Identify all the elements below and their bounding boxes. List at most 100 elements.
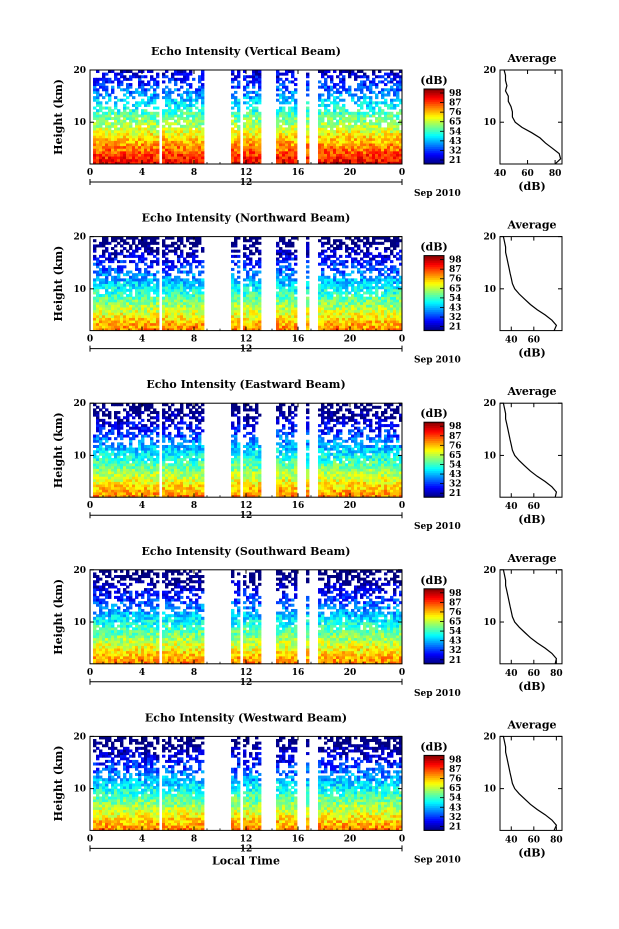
heatmap-cell [99,109,103,113]
heatmap-cell [381,109,385,113]
heatmap-cell [354,314,358,318]
heatmap-cell [294,312,298,316]
heatmap-cell [129,143,133,147]
heatmap-cell [354,307,358,311]
heatmap-cell [357,132,361,136]
heatmap-cell [117,111,121,115]
heatmap-cell [294,119,298,123]
heatmap-cell [339,327,343,331]
heatmap-cell [186,283,190,287]
heatmap-cell [156,119,160,123]
heatmap-cell [387,288,391,292]
heatmap-cell [246,148,250,152]
heatmap-cell [366,137,370,141]
heatmap-cell [195,101,199,105]
heatmap-cell [393,288,397,292]
heatmap-cell [138,153,142,157]
heatmap-cell [135,273,139,277]
heatmap-cell [150,127,154,131]
heatmap-cell [201,72,205,76]
heatmap-cell [102,244,106,248]
heatmap-cell [387,307,391,311]
heatmap-cell [390,137,394,141]
heatmap-cell [396,309,400,313]
heatmap-cell [198,278,202,282]
heatmap-cell [117,260,121,264]
colorbar-segment [424,145,444,148]
heatmap-cell [186,260,190,264]
heatmap-cell [252,75,256,79]
heatmap-cell [93,280,97,284]
heatmap-cell [111,109,115,113]
heatmap-cell [399,307,403,311]
heatmap-cell [390,156,394,160]
heatmap-cell [390,98,394,102]
heatmap-cell [150,327,154,331]
heatmap-cell [276,75,280,79]
heatmap-cell [174,294,178,298]
heatmap-cell [369,296,373,300]
heatmap-cell [105,280,109,284]
heatmap-cell [372,299,376,303]
heatmap-cell [369,260,373,264]
heatmap-cell [372,145,376,149]
heatmap-cell [255,90,259,94]
heatmap-cell [306,158,310,162]
heatmap-cell [336,148,340,152]
heatmap-cell [231,254,235,258]
heatmap-cell [243,127,247,131]
heatmap-cell [141,320,145,324]
heatmap-cell [387,283,391,287]
heatmap-cell [354,241,358,245]
heatmap-cell [111,239,115,243]
heatmap-cell [123,117,127,121]
heatmap-cell [189,150,193,154]
heatmap-cell [129,307,133,311]
heatmap-cell [252,291,256,295]
heatmap-cell [279,304,283,308]
heatmap-cell [294,98,298,102]
heatmap-cell [384,291,388,295]
heatmap-cell [138,267,142,271]
heatmap-cell [333,135,337,139]
heatmap-cell [108,117,112,121]
heatmap-cell [345,294,349,298]
heatmap-cell [357,239,361,243]
colorbar-segment [424,149,444,152]
heatmap-cell [192,286,196,290]
heatmap-cell [354,132,358,136]
heatmap-cell [234,156,238,160]
heatmap-cell [186,150,190,154]
heatmap-cell [396,96,400,100]
heatmap-cell [294,103,298,107]
heatmap-cell [378,132,382,136]
heatmap-cell [336,314,340,318]
heatmap-cell [291,93,295,97]
heatmap-cell [243,158,247,162]
heatmap-cell [348,296,352,300]
heatmap-cell [327,124,331,128]
heatmap-cell [330,88,334,92]
heatmap-cell [123,124,127,128]
heatmap-cell [348,307,352,311]
heatmap-cell [390,270,394,274]
heatmap-cell [252,273,256,277]
heatmap-cell [333,280,337,284]
heatmap-cell [285,145,289,149]
heatmap-cell [279,283,283,287]
heatmap-cell [291,283,295,287]
heatmap-cell [174,288,178,292]
heatmap-cell [390,158,394,162]
heatmap-cell [363,85,367,89]
heatmap-cell [378,101,382,105]
heatmap-cell [258,140,262,144]
heatmap-cell [234,262,238,266]
heatmap-cell [195,301,199,305]
heatmap-cell [192,273,196,277]
heatmap-cell [105,93,109,97]
heatmap-cell [285,273,289,277]
colorbar-segment [424,281,444,285]
heatmap-cell [132,260,136,264]
heatmap-cell [165,320,169,324]
heatmap-cell [234,317,238,321]
